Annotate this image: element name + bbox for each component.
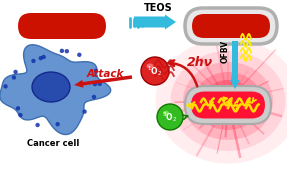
Circle shape bbox=[94, 69, 98, 73]
Circle shape bbox=[12, 75, 16, 80]
Circle shape bbox=[35, 123, 40, 127]
Text: OFBV: OFBV bbox=[220, 40, 230, 63]
FancyArrow shape bbox=[74, 75, 132, 88]
Circle shape bbox=[18, 113, 23, 117]
Circle shape bbox=[16, 106, 20, 111]
Circle shape bbox=[77, 53, 82, 57]
Ellipse shape bbox=[183, 62, 273, 140]
FancyBboxPatch shape bbox=[191, 91, 265, 119]
FancyBboxPatch shape bbox=[185, 8, 277, 44]
Text: 2hν: 2hν bbox=[187, 56, 213, 68]
Text: $^3$O$_2$: $^3$O$_2$ bbox=[162, 110, 178, 124]
Circle shape bbox=[141, 57, 169, 85]
Circle shape bbox=[31, 59, 36, 63]
Ellipse shape bbox=[32, 72, 70, 102]
Circle shape bbox=[60, 49, 64, 53]
Ellipse shape bbox=[170, 51, 286, 151]
Circle shape bbox=[55, 122, 60, 126]
Polygon shape bbox=[0, 45, 111, 135]
Circle shape bbox=[42, 55, 46, 59]
Ellipse shape bbox=[146, 64, 154, 68]
Circle shape bbox=[38, 56, 43, 60]
Ellipse shape bbox=[194, 72, 262, 130]
Circle shape bbox=[157, 104, 183, 130]
Circle shape bbox=[65, 49, 69, 53]
Circle shape bbox=[13, 70, 18, 74]
Circle shape bbox=[92, 95, 96, 99]
Text: Attack: Attack bbox=[86, 69, 124, 79]
Ellipse shape bbox=[210, 87, 245, 115]
FancyBboxPatch shape bbox=[192, 14, 270, 38]
FancyArrow shape bbox=[134, 15, 176, 29]
Text: $^1$O$_2$: $^1$O$_2$ bbox=[148, 64, 163, 78]
Ellipse shape bbox=[156, 39, 287, 163]
FancyBboxPatch shape bbox=[18, 13, 106, 39]
Text: TEOS: TEOS bbox=[144, 3, 172, 13]
FancyArrow shape bbox=[230, 41, 240, 89]
Circle shape bbox=[3, 84, 8, 89]
Circle shape bbox=[82, 109, 87, 114]
Circle shape bbox=[93, 82, 97, 86]
FancyBboxPatch shape bbox=[185, 86, 271, 124]
Circle shape bbox=[98, 82, 102, 86]
Ellipse shape bbox=[163, 111, 169, 115]
Ellipse shape bbox=[203, 80, 253, 122]
Text: Cancer cell: Cancer cell bbox=[27, 139, 79, 147]
